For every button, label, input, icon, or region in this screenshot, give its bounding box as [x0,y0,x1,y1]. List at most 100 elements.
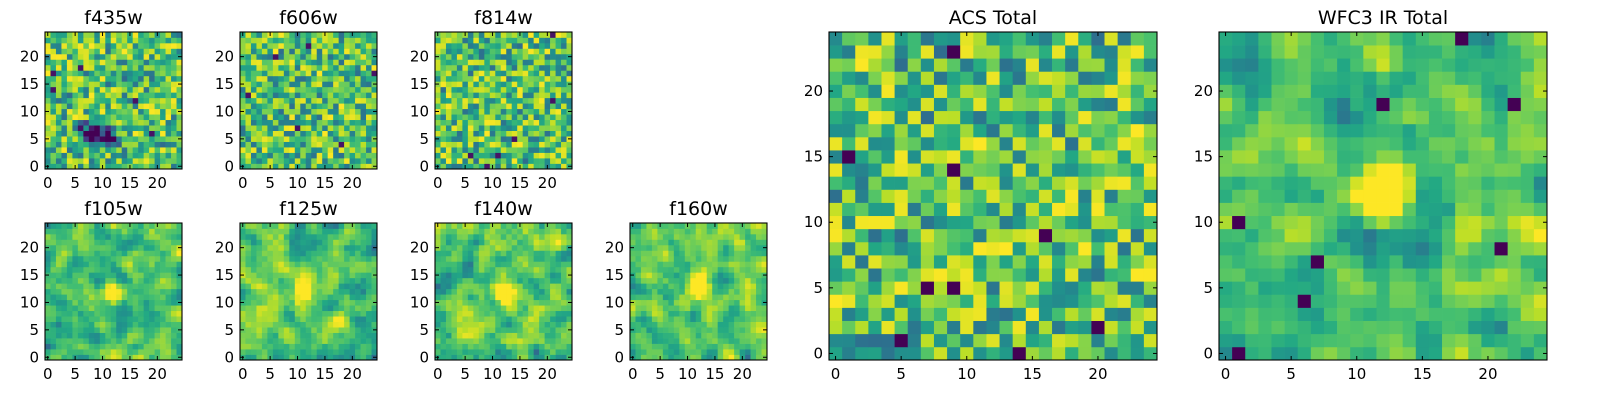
f435w-cell [149,92,155,98]
f125w-cell [317,223,323,229]
f105w-cell [144,278,150,284]
f435w-cell [56,37,62,43]
f435w-cell [122,48,128,54]
f814w-cell [468,103,474,109]
f814w-cell [556,65,562,71]
f435w-cell [94,65,100,71]
f160w-cell [646,261,652,267]
f160w-cell [679,316,685,322]
f105w-cell [122,278,128,284]
f435w-cell [144,32,150,38]
f105w-cell [138,250,144,256]
f160w-cell [712,300,718,306]
f160w-cell [740,349,746,355]
f125w-cell [306,338,312,344]
f814w-cell [556,43,562,49]
f105w-cell [122,239,128,245]
f125w-cell [278,338,284,344]
f125w-cell [306,316,312,322]
f814w-cell [506,54,512,60]
f105w-cell [171,338,177,344]
f105w-cell [127,239,133,245]
f814w-cell [451,32,457,38]
f125w-cell [289,333,295,339]
acs-total-cell [934,268,947,281]
f125w-cell [245,338,251,344]
f160w-cell [756,228,762,234]
f435w-cell [105,147,111,153]
f160w-cell [630,338,636,344]
f140w-cell [484,300,490,306]
acs-total-cell [1026,189,1039,202]
f606w-cell [317,120,323,126]
f814w-cell [446,32,452,38]
f814w-cell [528,153,534,159]
f160w-cell [756,256,762,262]
f606w-cell [344,32,350,38]
acs-total-cell [1052,308,1065,321]
f606w-cell [333,92,339,98]
f606w-cell [339,131,345,137]
acs-total-cell [1131,308,1144,321]
f814w-cell [539,147,545,153]
f160w-cell [646,267,652,273]
f140w-ytick-label: 15 [410,266,429,284]
f140w-cell [501,250,507,256]
f814w-cell [517,87,523,93]
f160w-cell [663,228,669,234]
acs-total-cell [895,176,908,189]
f814w-cell [550,81,556,87]
f606w-cell [256,37,262,43]
f140w-cell [534,283,540,289]
f160w-cell [635,333,641,339]
f125w-cell [328,278,334,284]
f435w-cell [61,125,67,131]
acs-total-cell [1013,268,1026,281]
f435w-cell [94,131,100,137]
f160w-cell [652,349,658,355]
f606w-cell [284,98,290,104]
f105w-cell [111,256,117,262]
f160w-cell [668,239,674,245]
f435w-cell [138,92,144,98]
f435w-cell [45,65,51,71]
acs-total-cell [895,321,908,334]
f435w-cell [89,87,95,93]
acs-total-cell [895,268,908,281]
f814w-cell [523,65,529,71]
f160w-cell [630,278,636,284]
f105w-cell [94,327,100,333]
f160w-cell [657,234,663,240]
f814w-cell [534,158,540,164]
f435w-cell [56,59,62,65]
f606w-cell [273,131,279,137]
f105w-cell [72,322,78,328]
f140w-cell [517,311,523,317]
f814w-cell [462,65,468,71]
acs-total-cell [1078,229,1091,242]
f125w-cell [300,311,306,317]
f160w-cell [652,322,658,328]
acs-total-cell [960,216,973,229]
f125w-cell [295,311,301,317]
f140w-cell [440,278,446,284]
f814w-cell [545,37,551,43]
f435w-cell [89,153,95,159]
f435w-cell [72,114,78,120]
f105w-cell [72,344,78,350]
acs-total-cell [1000,242,1013,255]
f140w-cell [440,228,446,234]
f435w-cell [67,32,73,38]
f140w-cell [506,228,512,234]
f160w-cell [663,239,669,245]
f140w-cell [440,338,446,344]
f435w-cell [171,153,177,159]
f140w-cell [561,256,567,262]
acs-total-cell [921,334,934,347]
f606w-cell [251,59,257,65]
f160w-cell [751,294,757,300]
f140w-cell [440,256,446,262]
f140w-cell [446,245,452,251]
f125w-cell [300,333,306,339]
f814w-cell [512,142,518,148]
